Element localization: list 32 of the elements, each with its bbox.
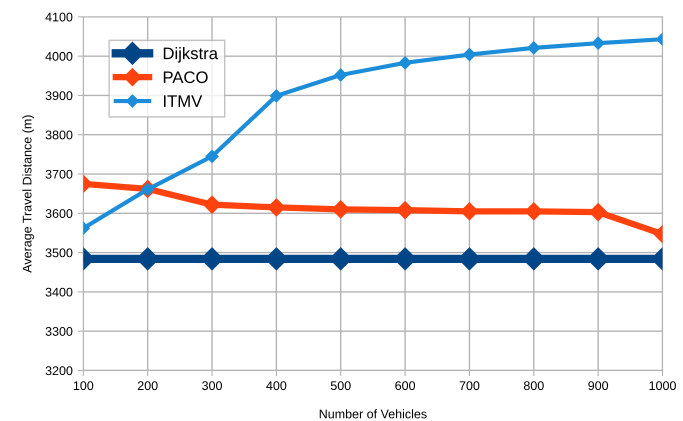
point <box>205 150 219 163</box>
x-tick-label: 800 <box>524 381 544 390</box>
y-tick-label: 4000 <box>45 52 72 61</box>
y-tick-label: 3700 <box>46 170 72 179</box>
x-tick-label: 100 <box>74 381 94 390</box>
legend-label: Dijkstra <box>164 47 218 63</box>
x-axis-title: Number of Vehicles <box>320 409 427 418</box>
point <box>398 56 412 70</box>
x-tick-label: 400 <box>266 381 286 390</box>
y-tick-label: 3200 <box>46 366 72 376</box>
x-tick-label: 200 <box>138 381 158 390</box>
y-tick-label: 3400 <box>46 288 72 297</box>
point <box>462 48 476 62</box>
y-tick-label: 4100 <box>45 12 72 22</box>
point <box>334 68 348 82</box>
legend-label: ITMV <box>164 95 202 107</box>
y-tick-label: 3300 <box>46 326 72 336</box>
x-tick-label: 500 <box>330 381 351 390</box>
x-tick-label: 300 <box>202 381 222 390</box>
point <box>270 89 283 102</box>
point <box>527 41 540 54</box>
point <box>592 36 605 50</box>
x-tick-label: 900 <box>588 381 608 390</box>
y-tick-label: 3600 <box>46 209 72 218</box>
legend-label: PACO <box>164 71 208 84</box>
x-tick-label: 1000 <box>650 381 676 390</box>
y-axis-title: Average Travel Distance (m) <box>22 115 34 273</box>
y-tick-label: 3900 <box>46 91 72 100</box>
x-tick-label: 600 <box>395 381 416 390</box>
y-tick-label: 3500 <box>46 248 72 258</box>
y-tick-label: 3800 <box>46 130 72 140</box>
x-tick-label: 700 <box>460 381 480 390</box>
